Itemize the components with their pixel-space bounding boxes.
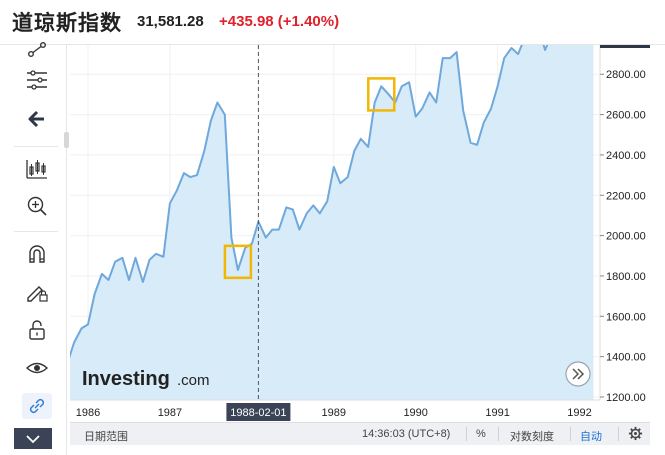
price-chart[interactable]: Investing .com 1200.00 1400.00 1600.00 1800… bbox=[70, 45, 665, 422]
back-arrow-icon[interactable] bbox=[22, 106, 52, 132]
x-tick-label: 1991 bbox=[485, 407, 509, 419]
auto-scale-toggle[interactable]: 自动 bbox=[580, 431, 602, 443]
price-label-marker bbox=[600, 45, 650, 48]
x-tick-label: 1989 bbox=[322, 407, 346, 419]
double-chevron-right-icon bbox=[572, 368, 585, 380]
watermark-logo: Investing .com bbox=[82, 368, 210, 390]
header: 道琼斯指数 31,581.28 +435.98 (+1.40%) bbox=[0, 0, 665, 45]
toolbar-divider bbox=[14, 146, 58, 147]
x-tick-label: 1992 bbox=[567, 407, 591, 419]
watermark-suffix: .com bbox=[177, 372, 210, 389]
y-tick-label: 1800.00 bbox=[606, 271, 646, 283]
y-tick-label: 2800.00 bbox=[606, 69, 646, 81]
collapse-toolbar-button[interactable] bbox=[14, 428, 52, 449]
toolbar-splitter-handle[interactable] bbox=[64, 132, 69, 148]
toolbar-divider bbox=[14, 231, 58, 232]
price-line bbox=[70, 45, 549, 359]
y-tick-label: 1200.00 bbox=[606, 392, 646, 404]
highlight-box bbox=[367, 77, 396, 112]
lock-icon[interactable] bbox=[22, 317, 52, 343]
x-axis[interactable]: 1986 1987 1988-02-01 1989 1990 1991 1992 bbox=[76, 403, 592, 421]
lock-pencil-icon[interactable] bbox=[22, 279, 52, 305]
trend-line-icon[interactable] bbox=[22, 37, 52, 63]
zoom-in-icon[interactable] bbox=[22, 193, 52, 219]
chevron-down-icon bbox=[26, 434, 40, 443]
y-tick-label: 1600.00 bbox=[606, 311, 646, 323]
eye-icon[interactable] bbox=[22, 355, 52, 381]
index-title: 道琼斯指数 bbox=[12, 12, 122, 35]
y-tick-label: 2200.00 bbox=[606, 190, 646, 202]
x-tick-label: 1987 bbox=[158, 407, 182, 419]
price-area-fill bbox=[70, 45, 594, 400]
watermark-brand: Investing bbox=[82, 368, 170, 390]
highlight-box bbox=[223, 244, 253, 280]
y-tick-label: 2600.00 bbox=[606, 110, 646, 122]
log-scale-toggle[interactable]: 对数刻度 bbox=[510, 431, 554, 443]
y-tick-label: 1400.00 bbox=[606, 352, 646, 364]
clock-time: 14:36:03 (UTC+8) bbox=[362, 428, 451, 440]
index-price: 31,581.28 bbox=[137, 13, 204, 30]
magnet-icon[interactable] bbox=[22, 241, 52, 267]
crosshair-date-label: 1988-02-01 bbox=[230, 407, 286, 419]
percent-toggle[interactable]: % bbox=[476, 428, 486, 440]
drawing-toolbar bbox=[0, 42, 67, 455]
indicators-icon[interactable] bbox=[22, 156, 52, 182]
chart-bottom-bar: 日期范围 14:36:03 (UTC+8) % 对数刻度 自动 bbox=[70, 422, 650, 445]
y-tick-label: 2400.00 bbox=[606, 150, 646, 162]
x-tick-label: 1990 bbox=[403, 407, 427, 419]
crosshair-date-box bbox=[226, 403, 291, 421]
fib-retracement-icon[interactable] bbox=[22, 67, 52, 93]
link-icon[interactable] bbox=[22, 393, 52, 419]
scroll-forward-button[interactable] bbox=[565, 361, 591, 387]
gear-icon[interactable] bbox=[628, 426, 643, 444]
index-change: +435.98 (+1.40%) bbox=[219, 13, 340, 30]
y-axis[interactable]: 1200.00 1400.00 1600.00 1800.00 2000.00 2200.… bbox=[600, 69, 646, 404]
x-tick-label: 1986 bbox=[76, 407, 100, 419]
y-tick-label: 2000.00 bbox=[606, 231, 646, 243]
date-range-button[interactable]: 日期范围 bbox=[84, 431, 128, 443]
